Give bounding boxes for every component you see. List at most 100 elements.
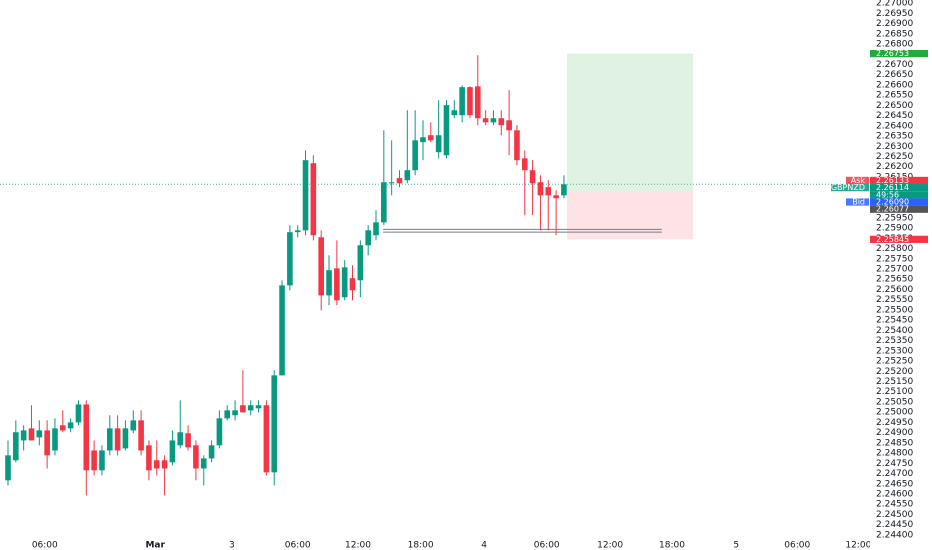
countdown-badge xyxy=(870,191,928,199)
candle-body xyxy=(153,460,160,469)
candle-body xyxy=(357,245,364,281)
candle-body xyxy=(169,440,176,463)
y-tick-label: 2.25350 xyxy=(876,336,913,346)
price-badge-name xyxy=(846,198,869,206)
candle-body xyxy=(521,158,528,171)
x-tick-label: 3 xyxy=(229,541,235,550)
y-tick-label: 2.26800 xyxy=(876,39,913,49)
y-tick-label: 2.26650 xyxy=(876,70,913,80)
price-badge-name-label: Ask xyxy=(851,176,866,185)
price-axis: 2.270002.269502.269002.268502.268002.267… xyxy=(831,0,928,540)
candle-body xyxy=(459,87,465,116)
x-tick-label: Mar xyxy=(145,541,165,550)
candle-body xyxy=(122,428,129,449)
y-tick-label: 2.26500 xyxy=(876,101,913,111)
candle-body xyxy=(208,445,215,459)
candle-body xyxy=(451,110,458,116)
candle-body xyxy=(185,433,191,448)
x-tick-label: 5 xyxy=(733,541,739,550)
candle-body xyxy=(52,428,58,451)
y-tick-label: 2.26550 xyxy=(876,91,913,101)
y-tick-label: 2.27000 xyxy=(876,0,913,9)
y-tick-label: 2.26450 xyxy=(876,111,913,121)
candle-body xyxy=(443,105,450,156)
price-badge-name-label: GBPNZD xyxy=(831,183,865,192)
y-tick-label: 2.26950 xyxy=(876,9,913,19)
y-tick-label: 2.25250 xyxy=(876,357,913,367)
y-tick-label: 2.24900 xyxy=(876,428,913,438)
candle-body xyxy=(302,160,309,231)
y-tick-label: 2.25000 xyxy=(876,408,913,418)
candle-body xyxy=(561,184,567,196)
y-tick-label: 2.25450 xyxy=(876,316,913,326)
candle-body xyxy=(514,130,520,161)
price-badge-label: 2.26077 xyxy=(876,205,909,214)
candle-body xyxy=(271,375,278,473)
x-tick-label: 12:00 xyxy=(845,541,871,550)
candle-body xyxy=(130,420,137,431)
candle-body xyxy=(420,137,426,143)
candle-body xyxy=(232,410,238,416)
candle-body xyxy=(412,140,418,171)
price-badge-label: 2.26114 xyxy=(876,183,909,192)
y-tick-label: 2.25100 xyxy=(876,387,913,397)
price-badge-label: 2.26133 xyxy=(876,176,909,185)
candle-body xyxy=(13,432,19,461)
profit-zone xyxy=(567,53,694,192)
candle-body xyxy=(482,118,489,123)
candle-body xyxy=(28,428,35,441)
candle-body xyxy=(318,237,324,296)
y-tick-label: 2.26350 xyxy=(876,132,913,142)
x-tick-label: 18:00 xyxy=(408,541,434,550)
y-tick-label: 2.24500 xyxy=(876,510,913,520)
price-axis-background xyxy=(870,0,932,550)
price-badge xyxy=(870,49,928,58)
candle-body xyxy=(200,458,207,469)
candle-body xyxy=(263,405,270,473)
y-tick-label: 2.24400 xyxy=(876,530,913,540)
candle-body xyxy=(373,222,379,236)
y-tick-label: 2.24800 xyxy=(876,449,913,459)
price-badge xyxy=(870,235,928,243)
y-tick-label: 2.25700 xyxy=(876,265,913,275)
candle-body xyxy=(349,278,356,291)
candle-body xyxy=(404,170,411,181)
y-tick-label: 2.25750 xyxy=(876,254,913,264)
price-badge xyxy=(870,176,928,185)
y-tick-label: 2.25550 xyxy=(876,295,913,305)
plot-area: 06:00 Mar 3 06:00 12:00 18:00 4 06:00 12:00 18:00… xyxy=(0,53,872,550)
candle-body xyxy=(44,430,50,456)
candle-body xyxy=(365,230,371,246)
y-tick-label: 2.26250 xyxy=(876,152,913,162)
price-badge-name xyxy=(846,176,869,185)
y-tick-label: 2.25600 xyxy=(876,285,913,295)
candle-body xyxy=(161,460,168,469)
price-badge xyxy=(870,184,928,192)
price-badge-label: 2.25845 xyxy=(876,235,909,244)
candle-body xyxy=(177,432,184,446)
candle-body xyxy=(287,232,293,286)
candle-body xyxy=(537,182,544,196)
y-tick-label: 2.25950 xyxy=(876,213,913,223)
candle-body xyxy=(396,178,403,184)
candle-body xyxy=(381,182,387,223)
candle-body xyxy=(114,428,121,451)
y-tick-label: 2.24650 xyxy=(876,479,913,489)
candle-body xyxy=(193,445,199,469)
y-tick-label: 2.24600 xyxy=(876,490,913,500)
y-tick-label: 2.26700 xyxy=(876,60,913,70)
candle-body xyxy=(67,422,74,429)
candle-body xyxy=(467,87,473,116)
y-tick-label: 2.25050 xyxy=(876,397,913,407)
price-badge-name xyxy=(831,184,869,192)
candle-body xyxy=(529,170,536,184)
candle-body xyxy=(545,187,552,196)
candle-body xyxy=(498,118,505,126)
candle-body xyxy=(99,450,105,471)
x-tick-label: 12:00 xyxy=(597,541,623,550)
loss-zone xyxy=(567,191,694,240)
x-tick-label: 06:00 xyxy=(32,541,58,550)
y-tick-label: 2.24850 xyxy=(876,438,913,448)
y-tick-label: 2.26850 xyxy=(876,29,913,39)
